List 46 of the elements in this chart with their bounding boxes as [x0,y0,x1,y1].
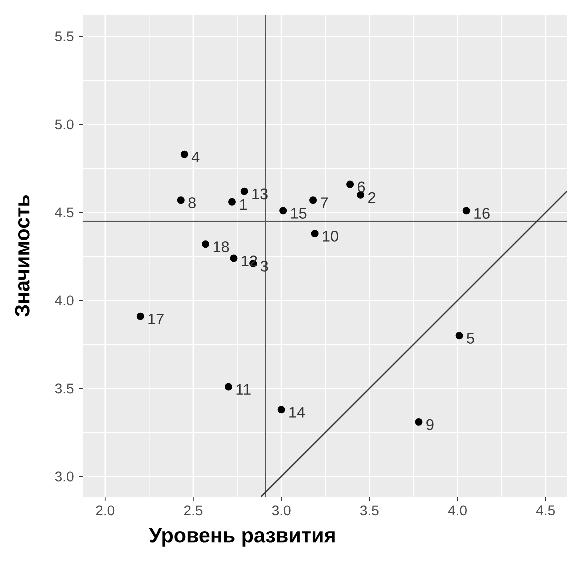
point [456,332,464,340]
point [230,254,238,262]
annotation: 12 [242,256,258,266]
point [181,150,189,158]
annotation: 17 [148,314,164,324]
point [280,207,288,215]
x-tick-label: 2.0 [96,506,115,516]
x-axis-title: Уровень развития [149,528,336,547]
annotation: 10 [323,231,339,242]
annotation: 11 [236,384,251,395]
x-tick-label: 4.5 [536,506,556,516]
annotation: 5 [467,333,475,344]
y-tick-label: 4.5 [55,208,74,218]
point [278,406,286,414]
point [228,198,236,206]
annotation: 6 [358,182,366,193]
annotation: 8 [188,198,196,208]
point [310,196,318,204]
annotation: 4 [192,152,200,163]
annotation: 15 [292,208,307,219]
y-tick-label: 3.0 [56,472,74,482]
annotation: 9 [426,419,434,430]
y-tick-label: 5.0 [56,120,74,130]
annotation: 16 [474,208,490,220]
annotation: 18 [214,242,230,252]
y-tick-label: 4.0 [55,296,74,306]
y-tick-label: 3.5 [56,384,74,394]
x-tick-label: 3.5 [360,506,379,516]
point [346,180,354,188]
point [225,383,233,391]
y-axis-title: Значимость [15,195,30,317]
y-tick-label: 5.5 [56,32,74,42]
annotation: 7 [321,198,328,208]
point [178,196,186,204]
point [240,188,248,196]
point [463,207,470,215]
point [137,312,145,320]
point [202,240,210,248]
point [311,230,319,238]
annotation: 2 [368,192,376,204]
x-tick-label: 2.5 [184,506,203,516]
x-tick-label: 3.0 [272,506,291,516]
x-tick-label: 4.0 [448,506,468,516]
annotation: 14 [290,407,306,418]
annotation: 1 [240,200,248,210]
point [415,418,423,426]
